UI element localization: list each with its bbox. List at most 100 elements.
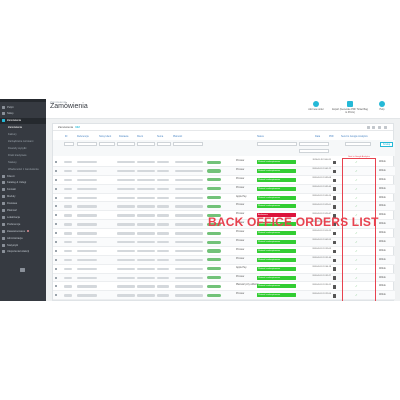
row-checkbox[interactable] — [55, 205, 57, 208]
row-checkbox[interactable] — [55, 223, 57, 226]
table-row[interactable]: Apple Pay Płatność zaakceptowana 2020-05-1… — [53, 194, 395, 203]
pdf-icon[interactable] — [333, 178, 336, 182]
view-button[interactable]: Widok — [379, 275, 386, 279]
column-status[interactable]: Status — [257, 135, 264, 138]
filter-date-from-input[interactable] — [299, 142, 329, 146]
filter-date-to-input[interactable] — [299, 149, 329, 153]
column-send-to-ga[interactable]: Send to Google Analytics — [341, 135, 368, 138]
sidebar-item[interactable]: Pulpit — [0, 104, 46, 110]
sidebar-item[interactable]: Zamówienia — [0, 125, 46, 131]
breadcrumb[interactable]: Zamówienia — [50, 100, 67, 104]
view-button[interactable]: Widok — [379, 168, 386, 172]
row-checkbox[interactable] — [55, 294, 57, 297]
view-button[interactable]: Widok — [379, 186, 386, 190]
row-checkbox[interactable] — [55, 187, 57, 190]
sidebar-item[interactable]: Moduły — [0, 194, 46, 200]
add-new-order-button[interactable]: Add new order — [304, 101, 328, 111]
filter-id-input[interactable] — [64, 142, 74, 146]
view-button[interactable]: Widok — [379, 231, 386, 235]
sidebar-item[interactable]: Zaawansowane — [0, 228, 46, 234]
export-icon[interactable] — [372, 126, 376, 129]
sidebar-item[interactable]: Administracja — [0, 235, 46, 241]
view-button[interactable]: Widok — [379, 248, 386, 252]
sidebar-item[interactable]: Płatność — [0, 208, 46, 214]
row-checkbox[interactable] — [55, 178, 57, 181]
pdf-icon[interactable] — [333, 294, 336, 298]
pdf-icon[interactable] — [333, 160, 336, 165]
table-row[interactable]: Przelew Płatność zaakceptowana 2020-05-19 … — [53, 238, 395, 247]
view-button[interactable]: Widok — [379, 160, 386, 163]
column-delivery[interactable]: Dostawa — [119, 135, 129, 138]
row-checkbox[interactable] — [55, 214, 57, 217]
sidebar-item[interactable]: Zarządzanie zwrotami — [0, 139, 46, 145]
sidebar-item[interactable]: Sklep — [0, 111, 46, 117]
pdf-icon[interactable] — [333, 196, 336, 200]
view-button[interactable]: Widok — [379, 284, 386, 288]
sidebar-item[interactable]: Dostawa — [0, 201, 46, 207]
column-customer[interactable]: Klient — [137, 135, 143, 138]
table-row[interactable]: Przelew Płatność zaakceptowana 2020-05-19 … — [53, 202, 395, 212]
filter-payment-input[interactable] — [173, 142, 203, 146]
help-button[interactable]: Help — [372, 101, 392, 111]
pdf-icon[interactable] — [333, 249, 336, 254]
column-total[interactable]: Suma — [157, 135, 164, 138]
table-row[interactable]: Płatność przy odbiorze Płatność zaakcepto… — [53, 282, 395, 292]
pdf-icon[interactable] — [333, 267, 336, 271]
row-checkbox[interactable] — [55, 258, 57, 261]
row-checkbox[interactable] — [55, 161, 57, 163]
table-row[interactable]: Przelew Płatność zaakceptowana 2020-05-19 … — [53, 158, 395, 167]
view-button[interactable]: Widok — [379, 222, 386, 226]
row-checkbox[interactable] — [55, 241, 57, 244]
filter-reference-input[interactable] — [77, 142, 97, 146]
sidebar-item[interactable]: Katalog & Usługi — [0, 180, 46, 186]
pdf-icon[interactable] — [333, 231, 336, 236]
row-checkbox[interactable] — [55, 285, 57, 288]
sidebar-item[interactable]: Statusy — [0, 159, 46, 165]
sidebar-item[interactable]: Zamówienia — [0, 117, 46, 124]
collapse-menu-icon[interactable] — [20, 268, 25, 272]
view-button[interactable]: Widok — [379, 293, 386, 297]
sidebar-item[interactable]: Lokalizacja — [0, 214, 46, 220]
column-date[interactable]: Data — [315, 135, 321, 138]
row-checkbox[interactable] — [55, 169, 57, 172]
view-button[interactable]: Widok — [379, 213, 386, 217]
row-checkbox[interactable] — [55, 232, 57, 235]
export-button[interactable]: Export (Generate PDF Ticket Bag to Print… — [331, 101, 369, 114]
sidebar-item[interactable]: Ulepszenia kolekcji — [0, 249, 46, 255]
sidebar-item[interactable]: Statystyki — [0, 242, 46, 248]
search-button[interactable]: Szukaj — [380, 142, 393, 147]
sidebar-item[interactable]: Klienci — [0, 173, 46, 179]
table-row[interactable]: Przelew Płatność zaakceptowana 2020-05-19 … — [53, 166, 395, 176]
column-new-client[interactable]: Nowy klient — [99, 135, 112, 138]
pdf-icon[interactable] — [333, 205, 336, 209]
sidebar-item[interactable]: Druki kredytowe — [0, 152, 46, 158]
filter-new-client-select[interactable] — [99, 142, 115, 146]
filter-total-input[interactable] — [157, 142, 171, 146]
row-checkbox[interactable] — [55, 249, 57, 252]
table-row[interactable]: Apple Pay Płatność zaakceptowana 2020-05-1… — [53, 265, 395, 274]
row-checkbox[interactable] — [55, 276, 57, 279]
table-row[interactable]: Przelew Płatność zaakceptowana 2020-05-19 … — [53, 176, 395, 185]
refresh-icon[interactable] — [378, 126, 382, 129]
table-row[interactable]: Przelew Płatność zaakceptowana 2020-05-19 … — [53, 229, 395, 239]
view-button[interactable]: Widok — [379, 204, 386, 208]
pdf-icon[interactable] — [333, 285, 336, 289]
table-row[interactable]: Przelew Anulowane 2020-05-19 13:20:47 ✓ Wido… — [53, 211, 395, 221]
view-button[interactable]: Widok — [379, 177, 386, 181]
table-row[interactable]: Przelew Płatność zaakceptowana 2020-05-19 … — [53, 273, 395, 283]
sidebar-item[interactable]: Faktury — [0, 132, 46, 138]
table-row[interactable]: Przelew Płatność zaakceptowana 2020-05-19 … — [53, 247, 395, 256]
filter-customer-input[interactable] — [137, 142, 155, 146]
filter-delivery-select[interactable] — [117, 142, 135, 146]
view-button[interactable]: Widok — [379, 195, 386, 199]
sidebar-item[interactable]: Kontakt — [0, 187, 46, 193]
pdf-icon[interactable] — [333, 240, 336, 245]
pdf-icon[interactable] — [333, 214, 336, 218]
view-button[interactable]: Widok — [379, 257, 386, 261]
row-checkbox[interactable] — [55, 267, 57, 270]
sidebar-item[interactable]: Dowody wysyłki — [0, 145, 46, 151]
table-row[interactable]: Przelew Płatność zaakceptowana 2020-05-19 … — [53, 220, 395, 230]
pdf-icon[interactable] — [333, 223, 336, 227]
pdf-icon[interactable] — [333, 187, 336, 191]
row-checkbox[interactable] — [55, 196, 57, 199]
